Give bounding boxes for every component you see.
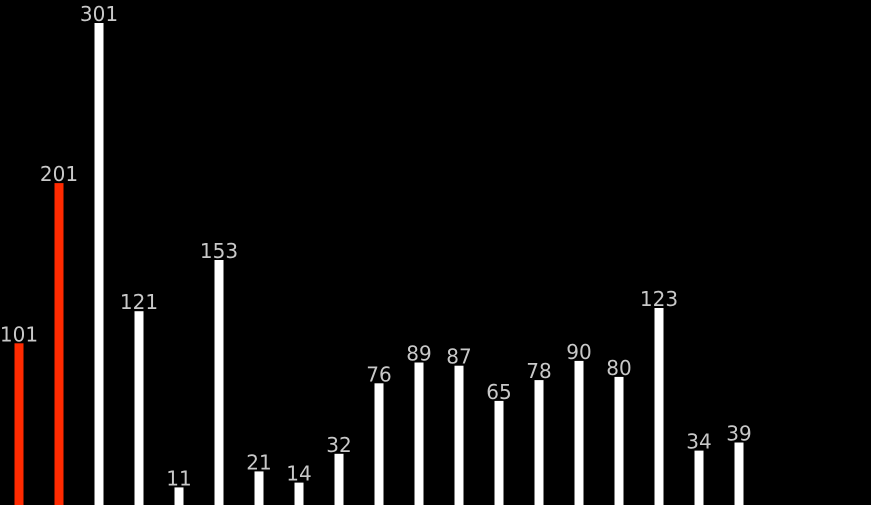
bar-5 [214,260,224,505]
bar-15 [614,376,624,505]
bar-value-label-2: 301 [80,2,118,26]
bar-value-label-4: 11 [166,466,191,490]
bar-6 [254,471,264,505]
bar-value-label-6: 21 [246,450,271,474]
bar-value-label-5: 153 [200,239,238,263]
bar-9 [374,383,384,505]
bar-value-label-10: 89 [406,342,431,366]
bar-value-label-11: 87 [446,345,471,369]
bar-1 [54,183,64,505]
bar-18 [734,442,744,505]
bar-value-label-0: 101 [0,322,38,346]
bar-0 [14,343,24,505]
bar-8 [334,453,344,505]
bar-value-label-7: 14 [286,462,311,486]
bar-value-label-13: 78 [526,359,551,383]
bar-3 [134,311,144,505]
bar-4 [174,487,184,505]
bars-group [14,23,744,505]
bar-11 [454,365,464,505]
bar-value-label-16: 123 [640,287,678,311]
bar-value-label-14: 90 [566,340,591,364]
bar-value-label-9: 76 [366,362,391,386]
bar-12 [494,400,504,505]
bar-13 [534,380,544,505]
bar-value-label-18: 39 [726,422,751,446]
bar-16 [654,308,664,505]
bar-value-label-3: 121 [120,290,158,314]
bar-2 [94,23,104,505]
data-labels-group: 101 201 301 121 11 153 21 14 32 76 89 87 65 78 90 80 123… [0,2,752,490]
bar-value-label-15: 80 [606,356,631,380]
bar-value-label-17: 34 [686,430,711,454]
bar-10 [414,362,424,505]
bar-value-label-12: 65 [486,380,511,404]
bar-17 [694,450,704,505]
bar-7 [294,482,304,505]
bar-14 [574,360,584,505]
bar-value-label-8: 32 [326,433,351,457]
bar-value-label-1: 201 [40,162,78,186]
